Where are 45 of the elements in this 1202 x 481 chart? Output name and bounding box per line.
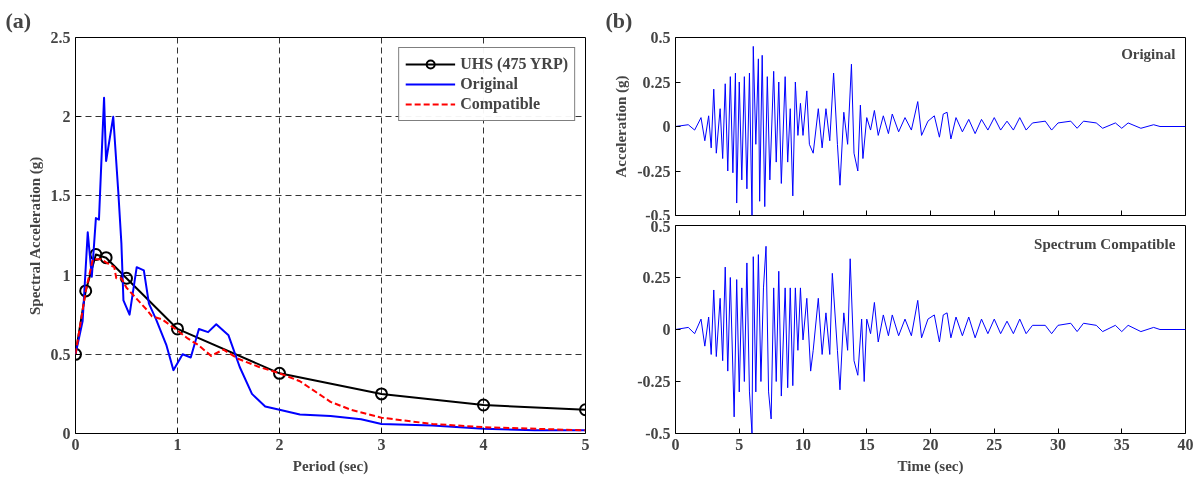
x-tick-label: 35 <box>1113 435 1130 453</box>
legend-label: Original <box>460 75 518 93</box>
legend-label: Compatible <box>460 95 541 113</box>
point <box>89 248 103 261</box>
x-tick-label: 5 <box>735 435 744 453</box>
x-tick-label: 15 <box>858 435 875 453</box>
legend-label: UHS (475 YRP) <box>460 55 568 73</box>
y-tick-label: 2 <box>62 108 71 126</box>
y-tick-label: 0 <box>662 118 671 135</box>
y-tick-label: 1 <box>62 266 71 284</box>
x-tick-label: 2 <box>275 435 284 453</box>
x-tick-label: 25 <box>986 435 1003 453</box>
point <box>171 322 184 336</box>
point <box>273 366 286 380</box>
y-tick-label: 2.5 <box>50 29 71 46</box>
y-tick-label: 0 <box>662 321 671 338</box>
annotation: Original <box>1121 46 1176 63</box>
y-tick-label: 0.25 <box>642 73 671 91</box>
x-tick-label: 30 <box>1050 435 1066 453</box>
x-tick-label: 4 <box>479 435 488 453</box>
x-tick-label: 3 <box>377 435 386 453</box>
annotation: Spectrum Compatible <box>1034 235 1176 252</box>
x-axis-title: Period (sec) <box>292 457 369 475</box>
y-tick-label: -0.25 <box>637 162 671 180</box>
point <box>375 387 388 401</box>
y-tick-label: 0.25 <box>642 269 671 286</box>
x-tick-label: 20 <box>922 435 939 453</box>
x-tick-label: 40 <box>1177 435 1194 453</box>
y-tick-label: 0.5 <box>50 345 71 363</box>
point <box>120 271 133 285</box>
y-tick-label: -0.25 <box>637 373 671 390</box>
x-tick-label: 5 <box>581 435 590 453</box>
x-tick-label: 10 <box>795 435 811 453</box>
point <box>477 398 490 412</box>
chart-title: (a) <box>5 7 32 33</box>
y-tick-label: 1.5 <box>50 187 71 205</box>
y-tick-label: 0.5 <box>650 29 671 46</box>
y-axis-title: Spectral Acceleration (g) <box>26 156 44 316</box>
x-axis-title: Time (sec) <box>897 457 964 475</box>
chart-title: (b) <box>605 7 633 33</box>
x-tick-label: 1 <box>173 435 182 453</box>
y-axis-title: Acceleration (g) <box>613 75 631 178</box>
point <box>79 284 93 298</box>
point <box>99 251 113 265</box>
y-tick-label: -0.5 <box>645 425 671 442</box>
